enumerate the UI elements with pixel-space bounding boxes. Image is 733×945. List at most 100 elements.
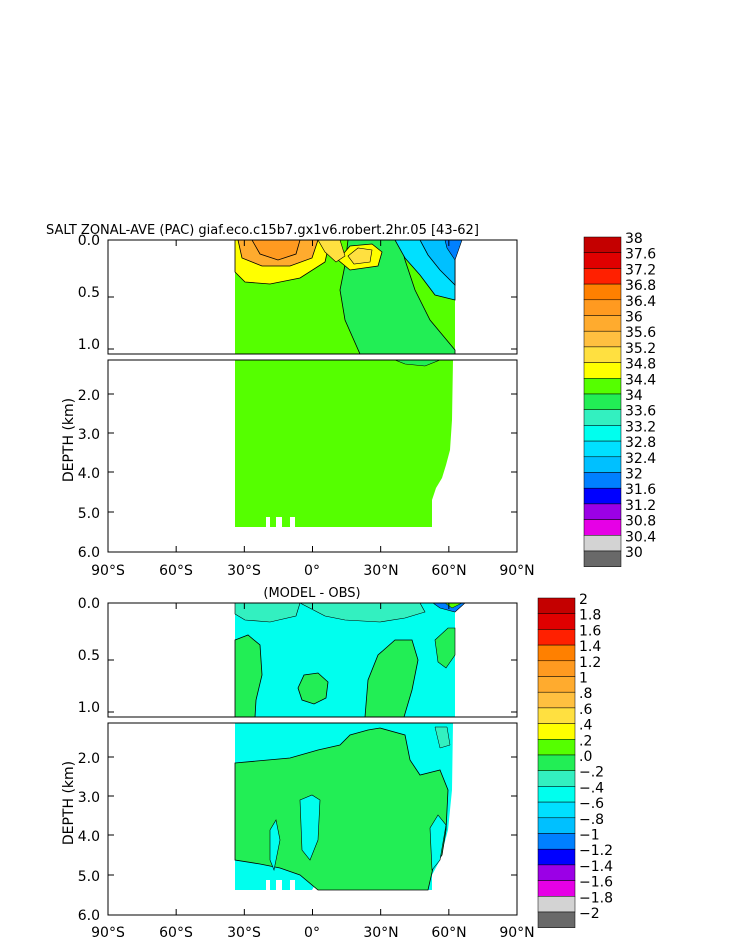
colorbar-swatch xyxy=(583,252,622,269)
colorbar-swatch xyxy=(537,754,576,771)
x-tick-label: 60°N xyxy=(431,925,466,941)
colorbar-swatch xyxy=(583,315,622,332)
colorbar-swatch xyxy=(583,362,622,379)
colorbar-label: 1 xyxy=(579,671,588,687)
colorbar-label: 37.2 xyxy=(625,262,656,278)
x-tick-label: 90°N xyxy=(499,563,534,579)
colorbar-swatch xyxy=(583,236,622,253)
colorbar-swatch xyxy=(537,770,576,787)
colorbar-swatch xyxy=(583,268,622,285)
colorbar-label: 30 xyxy=(625,545,643,561)
salt-y-tick-labels: 0.0 0.5 1.0 2.0 3.0 4.0 5.0 6.0 xyxy=(78,233,100,561)
salt-lower-field xyxy=(235,360,453,527)
colorbar-label: 30.8 xyxy=(625,514,656,530)
colorbar-label: 36.8 xyxy=(625,278,656,294)
colorbar-swatch xyxy=(583,409,622,426)
salt-panel: SALT ZONAL-AVE (PAC) giaf.eco.c15b7.gx1v… xyxy=(46,223,656,579)
colorbar-label: −.2 xyxy=(579,765,604,781)
diff-title: (MODEL - OBS) xyxy=(263,586,360,601)
colorbar-label: −1.6 xyxy=(579,875,613,891)
colorbar-swatch xyxy=(537,597,576,614)
colorbar-label: −.4 xyxy=(579,780,604,796)
y-tick-label: 1.0 xyxy=(78,700,100,716)
colorbar-swatch xyxy=(537,833,576,850)
colorbar-label: 1.2 xyxy=(579,655,601,671)
y-tick-label: 6.0 xyxy=(78,545,100,561)
colorbar-label: 37.6 xyxy=(625,247,656,263)
colorbar-swatch xyxy=(537,896,576,913)
x-tick-label: 90°N xyxy=(499,925,534,941)
x-tick-label: 30°N xyxy=(363,563,398,579)
colorbar-label: .0 xyxy=(579,749,592,765)
colorbar-label: −.8 xyxy=(579,812,604,828)
colorbar-swatch xyxy=(537,660,576,677)
colorbar-swatch xyxy=(583,393,622,410)
colorbar-swatch xyxy=(537,739,576,756)
colorbar-label: −1.8 xyxy=(579,890,613,906)
colorbar-swatch xyxy=(583,378,622,395)
x-tick-label: 0° xyxy=(304,925,320,941)
y-tick-label: 2.0 xyxy=(78,388,100,404)
colorbar-swatch xyxy=(583,487,622,505)
diff-upper-field xyxy=(234,603,466,717)
x-tick-label: 60°S xyxy=(159,925,193,941)
colorbar-swatch xyxy=(583,456,622,473)
y-tick-label: 3.0 xyxy=(78,427,100,443)
colorbar-label: .8 xyxy=(579,686,592,702)
colorbar-label: 30.4 xyxy=(625,529,656,545)
colorbar-swatch xyxy=(537,864,576,881)
colorbar-swatch xyxy=(537,880,576,897)
colorbar-swatch xyxy=(583,535,622,552)
diff-y-tick-labels: 0.0 0.5 1.0 2.0 3.0 4.0 5.0 6.0 xyxy=(78,596,100,924)
y-tick-label: 1.0 xyxy=(78,337,100,353)
diff-colorbar: 21.81.61.41.21.8.6.4.2.0−.2−.4−.6−.8−1−1… xyxy=(537,592,613,928)
colorbar-swatch xyxy=(537,817,576,834)
diff-x-tick-labels: 90°S 60°S 30°S 0° 30°N 60°N 90°N xyxy=(91,925,535,941)
x-tick-label: 30°S xyxy=(227,925,261,941)
colorbar-swatch xyxy=(583,346,622,363)
colorbar-label: 1.4 xyxy=(579,639,601,655)
colorbar-swatch xyxy=(583,440,622,458)
colorbar-label: 34 xyxy=(625,388,643,404)
colorbar-label: 32.4 xyxy=(625,451,656,467)
diff-panel: (MODEL - OBS) DEPTH (km) 0.0 0.5 xyxy=(61,586,613,941)
x-tick-label: 90°S xyxy=(91,563,125,579)
colorbar-swatch xyxy=(537,676,576,693)
colorbar-swatch xyxy=(537,629,576,646)
x-tick-label: 30°N xyxy=(363,925,398,941)
colorbar-label: −1 xyxy=(579,828,600,844)
salt-x-tick-labels: 90°S 60°S 30°S 0° 30°N 60°N 90°N xyxy=(91,563,535,579)
y-tick-label: 4.0 xyxy=(78,829,100,845)
colorbar-swatch xyxy=(537,801,576,819)
diff-ticks xyxy=(107,602,518,916)
colorbar-swatch xyxy=(537,644,576,662)
colorbar-swatch xyxy=(537,723,576,740)
salt-upper-field xyxy=(234,240,463,354)
y-tick-label: 0.0 xyxy=(78,596,100,612)
colorbar-swatch xyxy=(583,425,622,442)
colorbar-label: 36 xyxy=(625,310,643,326)
colorbar-swatch xyxy=(583,472,622,489)
colorbar-label: −2 xyxy=(579,906,600,922)
colorbar-label: 32.8 xyxy=(625,435,656,451)
colorbar-swatch xyxy=(537,613,576,630)
colorbar-label: 31.6 xyxy=(625,482,656,498)
colorbar-swatch xyxy=(537,911,576,928)
salt-title: SALT ZONAL-AVE (PAC) giaf.eco.c15b7.gx1v… xyxy=(46,223,479,238)
colorbar-label: 1.6 xyxy=(579,623,601,639)
colorbar-swatch xyxy=(537,691,576,709)
colorbar-swatch xyxy=(583,503,622,520)
salt-colorbar: 3837.637.236.836.43635.635.234.834.43433… xyxy=(583,231,656,567)
colorbar-label: 34.4 xyxy=(625,372,656,388)
x-tick-label: 90°S xyxy=(91,925,125,941)
y-tick-label: 0.0 xyxy=(78,233,100,249)
x-tick-label: 30°S xyxy=(227,563,261,579)
colorbar-label: 32 xyxy=(625,467,643,483)
salt-ticks xyxy=(107,239,518,553)
colorbar-swatch xyxy=(583,330,622,348)
colorbar-label: 31.2 xyxy=(625,498,656,514)
colorbar-label: 35.6 xyxy=(625,325,656,341)
colorbar-label: .2 xyxy=(579,733,592,749)
y-tick-label: 5.0 xyxy=(78,506,100,522)
